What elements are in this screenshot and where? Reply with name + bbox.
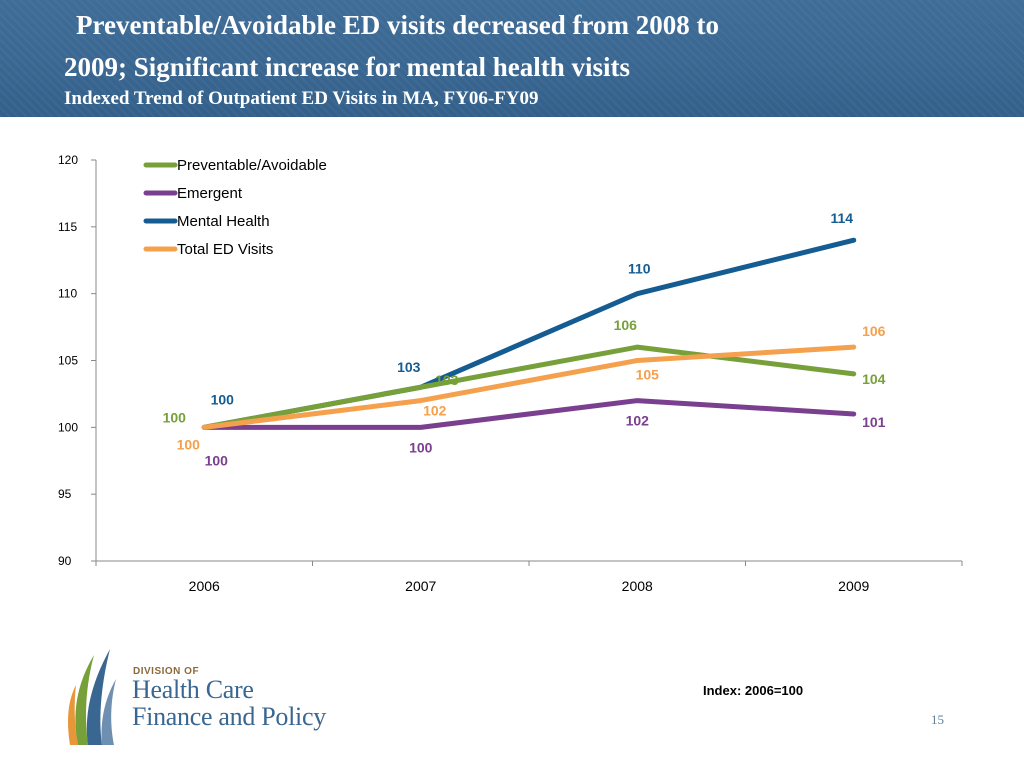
index-note: Index: 2006=100 — [703, 683, 804, 698]
logo-orange-leaf — [68, 685, 78, 745]
data-label: 102 — [626, 413, 650, 429]
x-tick-label: 2007 — [405, 578, 436, 594]
data-label: 101 — [862, 414, 886, 430]
data-label: 100 — [205, 452, 229, 468]
data-label: 103 — [397, 359, 421, 375]
data-label: 106 — [862, 323, 886, 339]
title-banner: Preventable/Avoidable ED visits decrease… — [0, 0, 1024, 117]
data-label: 106 — [614, 317, 638, 333]
legend-label: Preventable/Avoidable — [177, 157, 327, 174]
agency-logo-mark — [68, 649, 116, 745]
logo-lightblue-leaf — [101, 679, 116, 745]
legend-label: Total ED Visits — [177, 241, 273, 258]
x-tick-label: 2008 — [622, 578, 653, 594]
logo-line-health-care: Health Care — [132, 675, 254, 704]
page-number: 15 — [931, 712, 944, 727]
slide-title-line-2: 2009; Significant increase for mental he… — [64, 52, 630, 82]
data-label: 104 — [862, 371, 886, 387]
data-label: 100 — [163, 409, 187, 425]
data-label: 110 — [628, 261, 651, 277]
y-tick-label: 100 — [58, 420, 78, 434]
data-label: 100 — [211, 391, 235, 407]
y-tick-label: 110 — [58, 287, 77, 301]
line-chart: 90 95 100 105 110 115 120 2006 2007 2008 2009 Preve… — [58, 153, 963, 594]
series-line-emergent — [201, 398, 857, 430]
data-label: 105 — [636, 367, 660, 383]
slide-title: Preventable/Avoidable ED visits decrease… — [64, 4, 964, 88]
y-tick-label: 95 — [58, 487, 72, 501]
series-line-preventable-avoidable — [201, 344, 857, 430]
logo-division-text: DIVISION OF — [133, 666, 200, 677]
slide-title-line-1: Preventable/Avoidable ED visits decrease… — [76, 10, 719, 40]
logo-line-finance-policy: Finance and Policy — [132, 702, 326, 731]
logo-green-leaf — [75, 655, 94, 745]
data-label: 102 — [423, 403, 447, 419]
logo-blue-leaf — [86, 649, 110, 745]
y-tick-label: 105 — [58, 354, 78, 368]
slide-subtitle: Indexed Trend of Outpatient ED Visits in… — [64, 88, 539, 109]
y-tick-label: 115 — [58, 220, 77, 234]
y-tick-label: 90 — [58, 554, 72, 568]
series-line-total-ed-visits — [201, 344, 857, 430]
series-line-mental-health — [201, 237, 857, 430]
y-tick-label: 120 — [58, 153, 78, 167]
x-tick-label: 2009 — [838, 578, 869, 594]
legend-label: Emergent — [177, 185, 243, 202]
logo-name-text: Health Care Finance and Policy — [132, 676, 326, 730]
x-tick-label: 2006 — [189, 578, 220, 594]
banner-texture — [0, 0, 1024, 117]
data-label: 103 — [435, 372, 459, 388]
legend-label: Mental Health — [177, 213, 270, 230]
data-label: 114 — [830, 210, 853, 226]
data-label: 100 — [409, 439, 433, 455]
data-label: 100 — [177, 436, 201, 452]
